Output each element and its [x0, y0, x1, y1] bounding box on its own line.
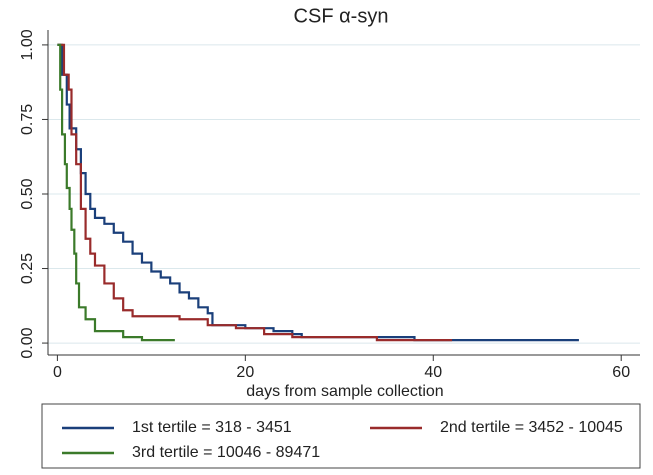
survival-curve: [57, 43, 453, 342]
x-tick-label: 60: [612, 364, 630, 381]
legend-label: 3rd tertile = 10046 - 89471: [132, 444, 320, 461]
x-tick-label: 0: [53, 364, 62, 381]
y-tick-label: 0.25: [19, 253, 36, 284]
survival-curve: [57, 43, 579, 342]
legend-label: 1st tertile = 318 - 3451: [132, 419, 292, 436]
y-tick-label: 1.00: [19, 29, 36, 60]
survival-curve: [57, 43, 175, 342]
chart-title: CSF α-syn: [294, 5, 389, 27]
legend-box: [41, 403, 641, 469]
x-tick-label: 20: [236, 364, 254, 381]
y-tick-label: 0.50: [19, 178, 36, 209]
y-tick-label: 0.00: [19, 327, 36, 358]
x-axis-title: days from sample collection: [246, 383, 443, 400]
y-tick-label: 0.75: [19, 104, 36, 135]
x-tick-label: 40: [424, 364, 442, 381]
legend-label: 2nd tertile = 3452 - 10045: [440, 419, 623, 436]
